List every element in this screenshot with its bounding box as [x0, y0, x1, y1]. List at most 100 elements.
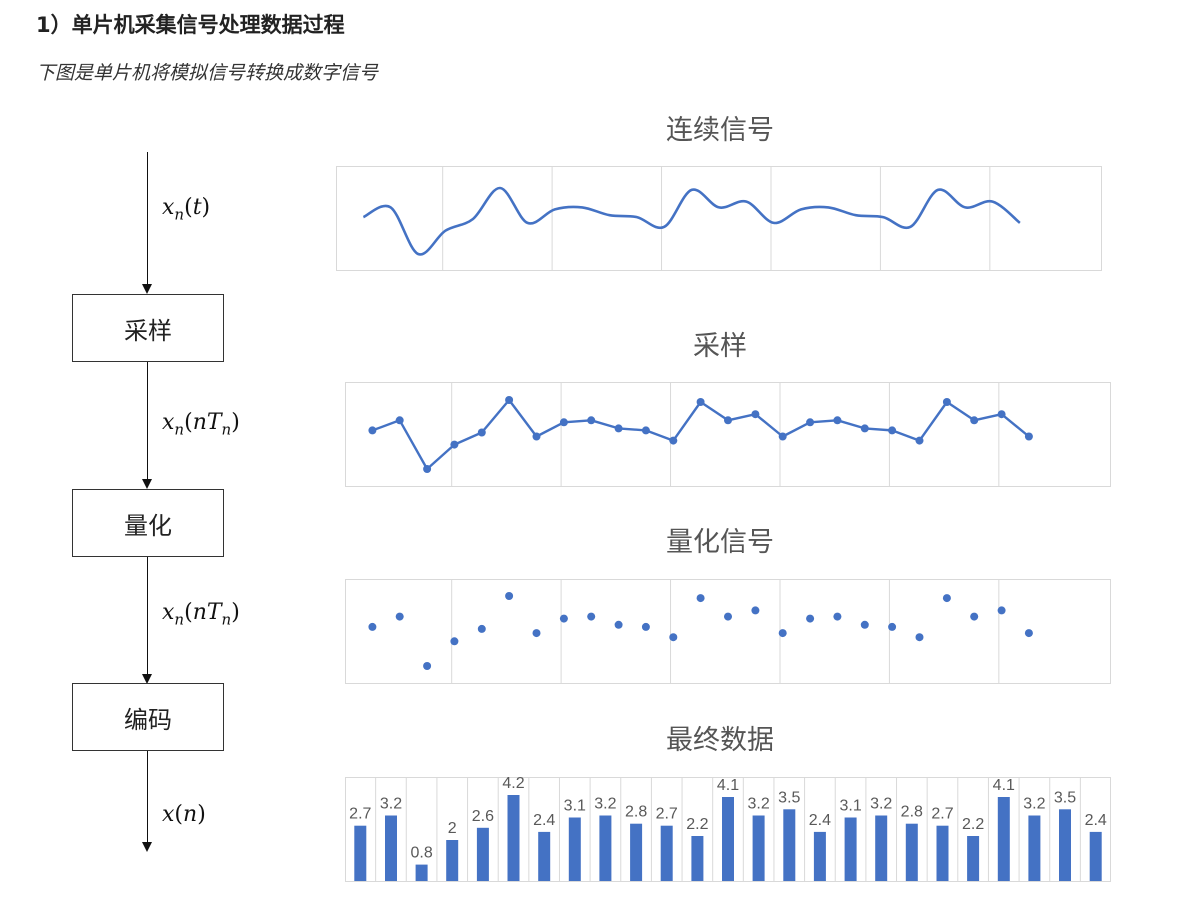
- final-data-bar: [476, 827, 489, 881]
- final-data-value-label: 3.5: [778, 789, 800, 806]
- final-data-bar: [844, 817, 857, 881]
- sampling-point: [395, 416, 404, 425]
- continuous-signal-series-line: [362, 186, 1021, 256]
- sampling-title: 采样: [693, 331, 747, 362]
- final-data-bar: [813, 831, 826, 881]
- quantized-point: [1024, 629, 1033, 638]
- signal-label-3: xn(nTn): [162, 600, 240, 629]
- flow-arrow-3: [142, 674, 152, 684]
- quantized-signal-chart: [345, 579, 1111, 684]
- quantized-point: [696, 594, 705, 603]
- final-data-value-label: 2.4: [533, 812, 555, 829]
- final-data-value-label: 2.8: [901, 804, 923, 821]
- final-data-chart: 2.7 3.2 0.8 2 2.6 4.2 2.4 3.1 3.2 2.8 2.7 2.2 4.1 3.2…: [345, 775, 1111, 882]
- continuous-signal-title: 连续信号: [666, 115, 774, 146]
- final-data-value-label: 3.5: [1054, 789, 1076, 806]
- sampling-point: [368, 426, 377, 435]
- final-data-value-label: 3.2: [1023, 796, 1045, 813]
- quantized-point: [860, 620, 869, 629]
- final-data-bar: [354, 825, 367, 881]
- quantized-point: [888, 622, 897, 631]
- sampling-point: [696, 398, 705, 406]
- final-data-bar: [722, 797, 734, 881]
- signal-label-4: x(n): [162, 802, 206, 827]
- section-subheading: 下图是单片机将模拟信号转换成数字信号: [36, 62, 379, 84]
- final-data-value-label: 2.7: [931, 806, 953, 823]
- final-data-bar: [599, 815, 612, 881]
- final-data-value-label: 2.2: [962, 816, 984, 833]
- final-data-value-label: 2.2: [686, 816, 708, 833]
- sampling-point: [614, 424, 623, 433]
- final-data-bar: [446, 840, 459, 881]
- signal-label-1: xn(t): [162, 195, 211, 224]
- final-data-bar: [507, 795, 520, 881]
- quantized-point: [833, 612, 842, 621]
- sampling-plot-frame: [345, 382, 1111, 487]
- final-data-bar: [630, 823, 643, 881]
- signal-label-2: xn(nTn): [162, 410, 240, 439]
- final-data-value-label: 2.4: [809, 812, 831, 829]
- final-data-bar: [415, 864, 428, 881]
- signal-label-2-sub: n: [174, 420, 185, 439]
- final-data-value-label: 4.2: [502, 775, 524, 792]
- signal-label-2-argsub: n: [221, 420, 232, 439]
- quantized-point: [450, 637, 459, 646]
- final-data-value-label: 3.2: [870, 796, 892, 813]
- quantized-point: [942, 594, 951, 603]
- sampling-point: [423, 465, 432, 473]
- flow-line-2: [147, 362, 148, 480]
- quantized-signal-plot-frame: [345, 579, 1111, 684]
- final-data-value-label: 2.6: [472, 808, 494, 825]
- final-data-bar: [752, 815, 765, 881]
- final-data-bar: [691, 836, 704, 881]
- final-data-value-label: 3.2: [594, 796, 616, 813]
- final-data-bar: [1059, 809, 1071, 881]
- sampling-point: [450, 440, 459, 449]
- encoding-box: 编码: [72, 683, 224, 751]
- signal-label-3-argsub: n: [221, 610, 232, 629]
- quantized-point: [669, 633, 678, 642]
- quantized-point: [505, 592, 514, 600]
- signal-label-1-sub: n: [174, 205, 185, 224]
- final-data-bar: [936, 825, 949, 881]
- sampling-point: [751, 410, 760, 419]
- flow-arrow-4: [142, 842, 152, 852]
- final-data-bar: [1028, 815, 1041, 881]
- flow-line-1: [147, 152, 148, 285]
- final-data-value-label: 2: [448, 820, 457, 837]
- signal-label-4-arg: n: [183, 802, 198, 827]
- final-data-bar: [660, 825, 673, 881]
- sampling-point: [532, 432, 541, 441]
- signal-label-2-arg: nT: [192, 410, 222, 435]
- quantized-point: [751, 606, 760, 615]
- sampling-point: [888, 426, 897, 435]
- flow-arrow-1: [142, 284, 152, 294]
- sampling-point: [641, 426, 650, 435]
- final-data-value-label: 3.1: [839, 798, 861, 815]
- quantized-point: [423, 662, 432, 670]
- final-data-value-label: 4.1: [717, 777, 739, 794]
- final-data-bar: [1089, 831, 1102, 881]
- quantized-point: [970, 612, 979, 621]
- quantized-point: [806, 614, 815, 623]
- quantized-point: [915, 633, 924, 642]
- sampling-box-label: 采样: [124, 316, 172, 345]
- final-data-value-label: 2.7: [656, 806, 678, 823]
- final-data-value-label: 0.8: [410, 845, 432, 862]
- encoding-box-label: 编码: [124, 705, 172, 734]
- sampling-series-line: [371, 398, 1030, 471]
- sampling-point: [505, 396, 514, 404]
- process-flow: xn(t) 采样 xn(nTn) 量化 xn(nTn) 编码 x(n): [0, 0, 320, 904]
- sampling-point: [587, 416, 596, 425]
- quantized-point: [559, 614, 568, 623]
- final-data-title: 最终数据: [666, 725, 774, 756]
- sampling-point: [942, 398, 951, 406]
- final-data-bar: [538, 831, 551, 881]
- signal-label-2-base: x: [162, 410, 175, 435]
- quantized-point: [587, 612, 596, 621]
- quantized-signal-title: 量化信号: [666, 527, 774, 558]
- quantized-point: [368, 622, 377, 631]
- signal-label-3-base: x: [162, 600, 175, 625]
- final-data-bar: [905, 823, 918, 881]
- final-data-bar: [875, 815, 888, 881]
